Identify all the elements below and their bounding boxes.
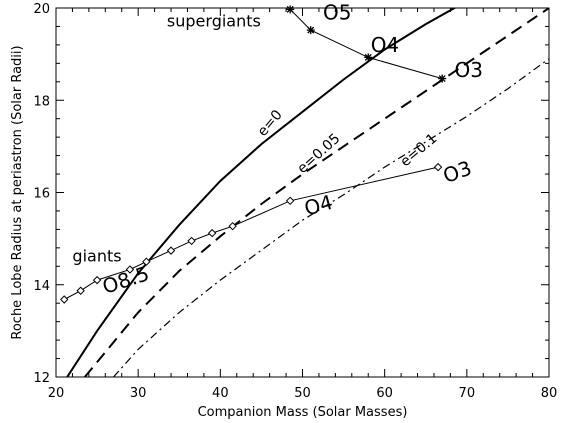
star-marker bbox=[306, 26, 315, 35]
series-e-0-1 bbox=[113, 58, 549, 377]
series-e-0-05 bbox=[84, 8, 549, 377]
diamond-marker bbox=[166, 246, 176, 255]
diamond-marker bbox=[433, 162, 443, 172]
y-tick-label: 12 bbox=[33, 371, 50, 386]
y-tick-label: 14 bbox=[33, 279, 50, 294]
axes-frame: 20 30 40 50 60 70 80 12 14 16 18 20 bbox=[33, 2, 557, 401]
annotation-supergiants: supergiants bbox=[167, 11, 261, 30]
x-tick-label: 70 bbox=[459, 386, 476, 401]
diamond-marker bbox=[92, 275, 102, 285]
annotation-o4: O4 bbox=[371, 33, 399, 57]
diamond-marker bbox=[142, 257, 151, 266]
x-tick-label: 60 bbox=[376, 386, 393, 401]
annotation-giants: giants bbox=[72, 247, 121, 266]
annotation-o5: O5 bbox=[323, 1, 351, 25]
x-tick-label: 80 bbox=[541, 386, 558, 401]
annotation-o3: O3 bbox=[440, 156, 475, 188]
diamond-marker bbox=[285, 196, 295, 206]
diamond-marker bbox=[228, 221, 237, 231]
y-axis-label: Roche Lobe Radius at periastron (Solar R… bbox=[10, 45, 25, 339]
diamond-marker bbox=[76, 286, 85, 295]
star-marker bbox=[364, 53, 373, 62]
x-tick-label: 20 bbox=[48, 386, 65, 401]
star-marker bbox=[286, 5, 295, 14]
annotation-e-0: e=0 bbox=[255, 107, 286, 140]
series-e-0 bbox=[65, 8, 457, 377]
star-marker bbox=[438, 74, 447, 83]
diamond-marker bbox=[60, 295, 69, 304]
x-axis-label: Companion Mass (Solar Masses) bbox=[198, 405, 408, 420]
annotation-o8-5: O8.5 bbox=[99, 261, 152, 299]
diamond-marker bbox=[187, 236, 196, 246]
y-tick-label: 16 bbox=[33, 187, 50, 202]
annotation-e-0-05: e=0.05 bbox=[294, 131, 343, 177]
x-tick-label: 30 bbox=[130, 386, 147, 401]
annotation-o4: O4 bbox=[302, 190, 336, 221]
y-tick-label: 20 bbox=[33, 2, 50, 17]
series-supergiants bbox=[289, 9, 443, 80]
markers bbox=[60, 5, 447, 304]
x-tick-label: 50 bbox=[294, 386, 311, 401]
y-tick-label: 18 bbox=[33, 94, 50, 109]
x-tick-label: 40 bbox=[212, 386, 229, 401]
diamond-marker bbox=[207, 228, 217, 238]
annotation-o3: O3 bbox=[455, 58, 483, 82]
diamond-marker bbox=[125, 265, 135, 274]
annotation-e-0-1: e=0.1 bbox=[397, 131, 440, 171]
